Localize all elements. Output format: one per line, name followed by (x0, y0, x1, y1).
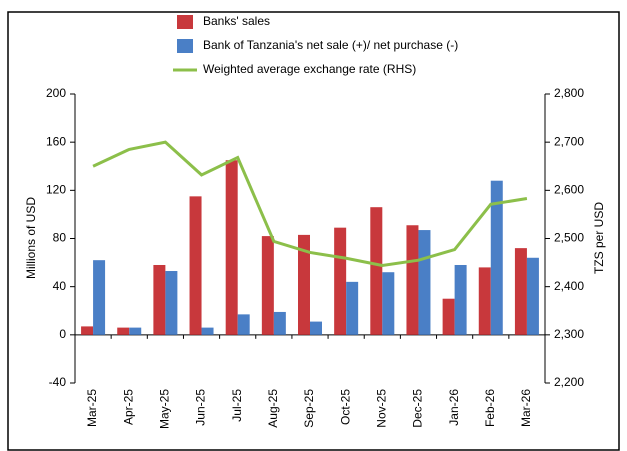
legend-label: Weighted average exchange rate (RHS) (203, 62, 416, 76)
y2-tick-label: 2,700 (554, 134, 584, 148)
y2-tick-label: 2,600 (554, 183, 584, 197)
chart-border (7, 11, 620, 451)
bar (165, 271, 178, 335)
bar (334, 227, 347, 335)
y-tick-label: 0 (59, 327, 66, 341)
x-tick-label: Mar-25 (85, 389, 99, 427)
bar (93, 260, 106, 335)
y-tick-label: 80 (53, 231, 67, 245)
bar (129, 327, 142, 335)
y2-axis-label: TZS per USD (592, 202, 606, 274)
legend-swatch (177, 39, 193, 53)
bar (225, 160, 238, 335)
bar (478, 267, 491, 335)
bar (298, 234, 310, 335)
y2-tick-label: 2,400 (554, 279, 584, 293)
legend-swatch (177, 15, 193, 29)
bar (273, 311, 286, 335)
line (92, 140, 528, 267)
x-tick-label: Jun-25 (194, 389, 208, 426)
bar (382, 272, 395, 335)
bar (490, 180, 503, 335)
y-axis-label: Millions of USD (24, 197, 38, 279)
bar (346, 281, 359, 335)
y-tick-label: -40 (49, 375, 67, 389)
x-tick-label: Apr-25 (121, 389, 135, 425)
bar (237, 314, 250, 335)
y-tick-label: 200 (46, 86, 66, 100)
legend-label: Banks' sales (203, 14, 270, 28)
bar (117, 327, 130, 335)
y2-tick-label: 2,500 (554, 231, 584, 245)
legend-label: Bank of Tanzania's net sale (+)/ net pur… (203, 38, 458, 52)
bar (189, 196, 202, 335)
x-tick-label: May-25 (158, 389, 172, 429)
bar (454, 264, 467, 335)
y-tick-label: 120 (46, 183, 66, 197)
y-tick-label: 160 (46, 134, 66, 148)
x-tick-label: Oct-25 (338, 389, 352, 425)
bar (201, 327, 214, 335)
x-tick-label: Dec-25 (411, 389, 425, 428)
bar (526, 257, 539, 335)
bar (442, 298, 455, 335)
bar (514, 248, 527, 335)
bar (406, 225, 419, 335)
x-tick-label: Nov-25 (374, 389, 388, 428)
y2-tick-label: 2,200 (554, 375, 584, 389)
y-tick-label: 40 (53, 279, 67, 293)
x-tick-label: Aug-25 (266, 389, 280, 428)
x-tick-label: Feb-26 (483, 389, 497, 427)
x-tick-label: Jul-25 (230, 389, 244, 422)
bar (81, 326, 94, 335)
y2-tick-label: 2,800 (554, 86, 584, 100)
bar (153, 264, 166, 335)
bar (310, 321, 322, 335)
x-tick-label: Jan-26 (447, 389, 461, 426)
y2-tick-label: 2,300 (554, 327, 584, 341)
x-tick-label: Sep-25 (302, 389, 316, 428)
bar (370, 207, 383, 335)
x-tick-label: Mar-26 (519, 389, 533, 427)
bar (261, 236, 274, 335)
bar (418, 230, 431, 335)
